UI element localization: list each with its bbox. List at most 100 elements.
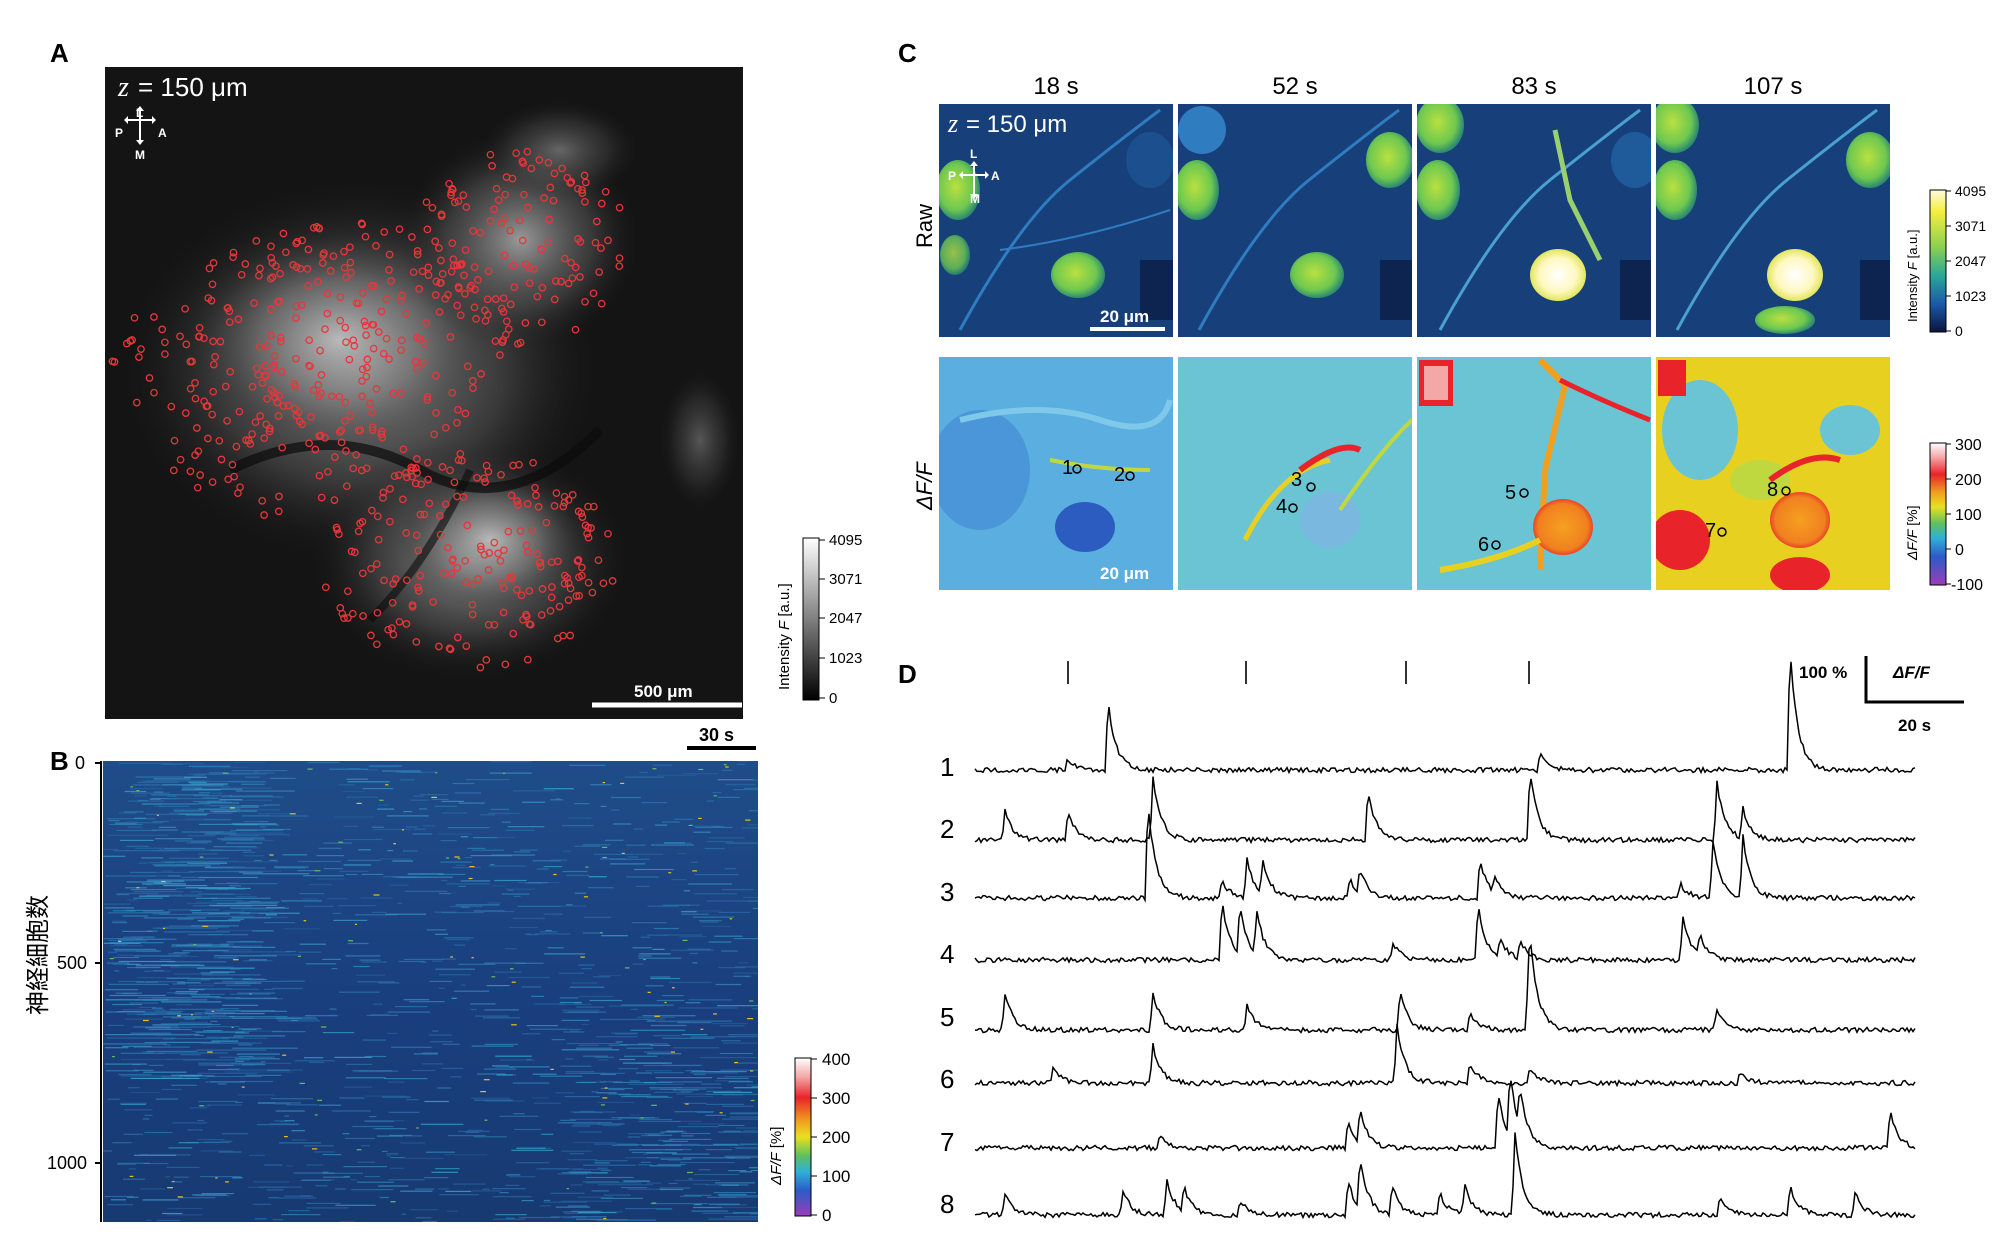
heatmap-streak [511, 1024, 517, 1026]
heatmap-streak [195, 1195, 230, 1197]
heatmap-streak [513, 790, 556, 792]
heatmap-streak [590, 784, 612, 786]
heatmap-streak [288, 1210, 310, 1212]
roi-circle [581, 297, 589, 306]
heatmap-streak [735, 1127, 758, 1129]
roi-circle [443, 543, 452, 552]
roi-circle [448, 388, 457, 397]
heatmap-streak [693, 1206, 723, 1209]
roi-circle [276, 269, 284, 278]
heatmap-streak [372, 826, 384, 828]
heatmap-streak [171, 946, 237, 948]
heatmap-streak [131, 889, 177, 891]
heatmap-streak [432, 1030, 439, 1032]
cb-cdf-tick-300: 300 [1955, 437, 1982, 454]
roi-circle [386, 485, 394, 493]
heatmap-streak [578, 964, 595, 966]
heatmap-streak [154, 805, 164, 807]
heatmap-streak [163, 927, 166, 930]
roi-circle [537, 318, 546, 327]
heatmap-streak [161, 880, 166, 883]
roi-circle [577, 509, 586, 518]
heatmap-streak [224, 809, 281, 811]
heatmap-streak [142, 1051, 155, 1053]
heatmap-streak [560, 1065, 592, 1067]
heatmap-streak [447, 827, 490, 829]
roi-circle [368, 426, 377, 435]
heatmap-streak [591, 1091, 598, 1093]
heatmap-streak [566, 904, 573, 906]
heatmap-streak [560, 1119, 576, 1121]
roi-circle [312, 222, 321, 231]
roi-circle [250, 299, 258, 307]
heatmap-streak [585, 1176, 634, 1179]
heatmap-streak [205, 1081, 210, 1083]
heatmap-streak [219, 1140, 233, 1142]
roi-circle [560, 571, 569, 580]
heatmap-streak [685, 1095, 714, 1098]
heatmap-streak [496, 1074, 513, 1076]
roi-circle [235, 407, 244, 416]
heatmap-streak [613, 1081, 673, 1084]
heatmap-streak [347, 942, 369, 945]
heatmap-streak [145, 981, 185, 983]
heatmap-streak [693, 1204, 702, 1206]
panel-b-colorbar-title: ΔF/F [%] [768, 1127, 785, 1186]
heatmap-streak [500, 1059, 535, 1061]
roi-circle [274, 412, 283, 420]
heatmap-streak [299, 1082, 305, 1084]
roi-circle [440, 569, 448, 578]
roi-circle [413, 333, 421, 342]
heatmap-streak [103, 938, 143, 940]
roi-circle [608, 577, 617, 585]
heatmap-streak [211, 1040, 239, 1042]
heatmap-streak [304, 1015, 338, 1017]
heatmap-streak [329, 1014, 336, 1016]
heatmap-streak [204, 818, 232, 821]
heatmap-streak [222, 980, 282, 982]
heatmap-streak [527, 934, 539, 936]
panel-c-times: 18 s 52 s 83 s 107 s [1033, 73, 1802, 100]
heatmap-streak [377, 808, 395, 810]
roi-circle [546, 183, 555, 192]
heatmap-streak [242, 978, 252, 980]
heatmap-streak [617, 1143, 659, 1146]
roi-circle [317, 371, 326, 379]
heatmap-streak [173, 952, 190, 954]
roi-circle [388, 598, 397, 607]
roi-circle [265, 424, 274, 433]
heatmap-streak [550, 1068, 554, 1070]
roi-circle [484, 467, 493, 476]
heatmap-streak [608, 1089, 625, 1091]
heatmap-streak [161, 964, 205, 966]
heatmap-streak [639, 953, 671, 955]
heatmap-streak [133, 1069, 154, 1071]
heatmap-streak [420, 961, 427, 963]
heatmap-streak [638, 955, 652, 957]
heatmap-streak [297, 860, 341, 863]
heatmap-streak [426, 929, 447, 931]
heatmap-streak [152, 1024, 221, 1026]
heatmap-streak [187, 835, 216, 837]
heatmap-streak [271, 1102, 301, 1104]
roi-circle [415, 285, 424, 293]
heatmap-streak [206, 1075, 262, 1078]
heatmap-streak [561, 1049, 620, 1051]
heatmap-streak [249, 900, 260, 903]
roi-circle [474, 575, 482, 583]
heatmap-streak [265, 914, 277, 916]
roi-circle [552, 489, 561, 497]
heatmap-streak [238, 1044, 253, 1046]
heatmap-streak [745, 819, 751, 821]
heatmap-streak [113, 948, 156, 950]
heatmap-streak [197, 920, 241, 922]
heatmap-streak [685, 1002, 701, 1004]
heatmap-streak [152, 1007, 163, 1009]
roi-circle [423, 392, 432, 401]
roi-circle [200, 334, 208, 343]
roi-circle [347, 547, 356, 556]
heatmap-streak [172, 808, 224, 810]
heatmap-streak [582, 1181, 620, 1183]
roi-circle [382, 295, 391, 304]
heatmap-streak [692, 962, 698, 964]
